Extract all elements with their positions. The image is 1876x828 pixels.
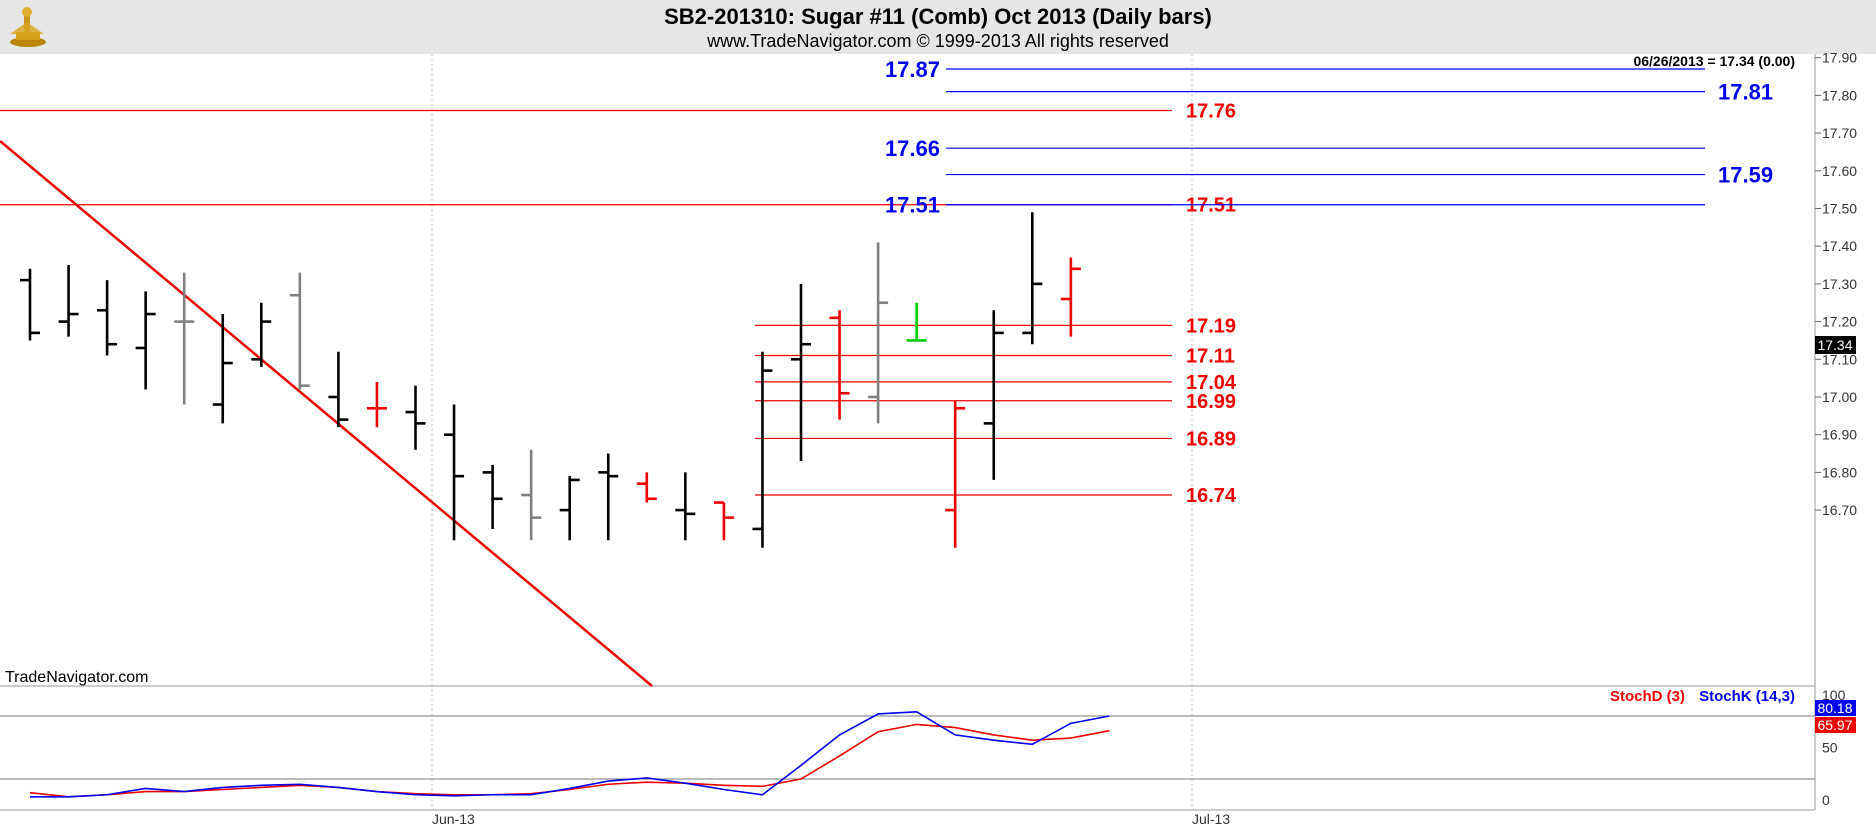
- ohlc-bar: [906, 302, 927, 342]
- y-tick-label: 17.00: [1822, 389, 1857, 405]
- blue-level-label: 17.59: [1718, 163, 1773, 188]
- legend-stochd: StochD (3): [1610, 688, 1685, 705]
- ohlc-bar: [945, 400, 966, 548]
- stochd-tag: 65.97: [1817, 717, 1852, 733]
- stoch-series-line: [29, 723, 1110, 798]
- stochk-tag: 80.18: [1817, 700, 1852, 716]
- stochd-tag-bg: [1815, 717, 1856, 733]
- chart-header: [0, 0, 1876, 54]
- y-tick-label: 17.90: [1822, 50, 1857, 66]
- ohlc-bar: [675, 472, 696, 541]
- red-level-label: 16.89: [1186, 428, 1236, 450]
- ohlc-bar: [752, 351, 773, 548]
- ohlc-bar: [559, 476, 580, 541]
- y-tick-label: 16.70: [1822, 502, 1857, 518]
- red-level-label: 17.19: [1186, 315, 1236, 337]
- blue-level-label: 17.66: [885, 136, 940, 161]
- stoch-y-tick-label: 50: [1822, 740, 1838, 756]
- ohlc-bar: [444, 404, 465, 541]
- ohlc-bar: [20, 268, 40, 341]
- last-price-tag-bg: [1815, 336, 1856, 354]
- last-price-tag: 17.34: [1817, 337, 1852, 353]
- y-tick-label: 17.50: [1822, 200, 1857, 216]
- chart-title: SB2-201310: Sugar #11 (Comb) Oct 2013 (D…: [664, 4, 1212, 29]
- ohlc-bar: [58, 265, 79, 337]
- blue-level-label: 17.87: [885, 57, 940, 82]
- ohlc-bar: [405, 385, 426, 450]
- stoch-series-line: [30, 710, 1110, 798]
- y-tick-label: 17.30: [1822, 276, 1857, 292]
- red-level-label: 17.51: [1186, 195, 1236, 217]
- downtrend-line: [0, 140, 653, 687]
- legend-stochk: StochK (14,3): [1699, 688, 1795, 705]
- y-tick-label: 17.60: [1822, 163, 1857, 179]
- ohlc-bar: [521, 449, 542, 541]
- y-tick-label: 17.20: [1822, 314, 1857, 330]
- ohlc-bar: [983, 310, 1004, 480]
- trade-navigator-logo-icon: [6, 4, 48, 53]
- stoch-y-tick-label: 0: [1822, 792, 1830, 808]
- ohlc-bar: [713, 501, 734, 541]
- blue-level-label: 17.51: [885, 193, 940, 218]
- last-quote-label: 06/26/2013 = 17.34 (0.00): [1633, 53, 1795, 69]
- ohlc-bar: [791, 283, 811, 462]
- stoch-y-tick-label: 100: [1822, 687, 1846, 703]
- x-tick-label: Jul-13: [1192, 811, 1230, 827]
- y-tick-label: 16.80: [1822, 464, 1857, 480]
- red-level-label: 17.76: [1186, 100, 1236, 122]
- ohlc-bar: [636, 472, 657, 503]
- red-level-label: 16.74: [1186, 485, 1237, 507]
- ohlc-bar: [366, 381, 387, 428]
- y-tick-label: 16.90: [1822, 427, 1857, 443]
- ohlc-bar: [212, 314, 233, 424]
- ohlc-bar: [289, 272, 310, 390]
- y-tick-label: 17.80: [1822, 87, 1857, 103]
- red-level-label: 17.11: [1186, 346, 1235, 368]
- ohlc-bar: [174, 272, 195, 405]
- y-tick-label: 17.40: [1822, 238, 1857, 254]
- ohlc-bar: [829, 310, 850, 420]
- ohlc-bar: [97, 280, 118, 356]
- ohlc-bar: [1022, 212, 1043, 345]
- ohlc-bar: [598, 453, 619, 541]
- x-tick-label: Jun-13: [432, 811, 475, 827]
- ohlc-bar: [251, 302, 272, 367]
- ohlc-bar: [482, 464, 503, 529]
- watermark: TradeNavigator.com: [5, 669, 148, 686]
- y-tick-label: 17.10: [1822, 351, 1857, 367]
- ohlc-bar: [868, 242, 889, 424]
- y-tick-label: 17.70: [1822, 125, 1857, 141]
- chart-subtitle: www.TradeNavigator.com © 1999-2013 All r…: [707, 31, 1169, 51]
- ohlc-bar: [135, 291, 156, 390]
- red-level-label: 17.04: [1186, 372, 1237, 394]
- stochk-tag-bg: [1815, 700, 1856, 716]
- ohlc-bar: [1060, 257, 1081, 337]
- ohlc-bar: [328, 351, 349, 428]
- blue-level-label: 17.81: [1718, 80, 1773, 105]
- red-level-label: 16.99: [1186, 391, 1236, 413]
